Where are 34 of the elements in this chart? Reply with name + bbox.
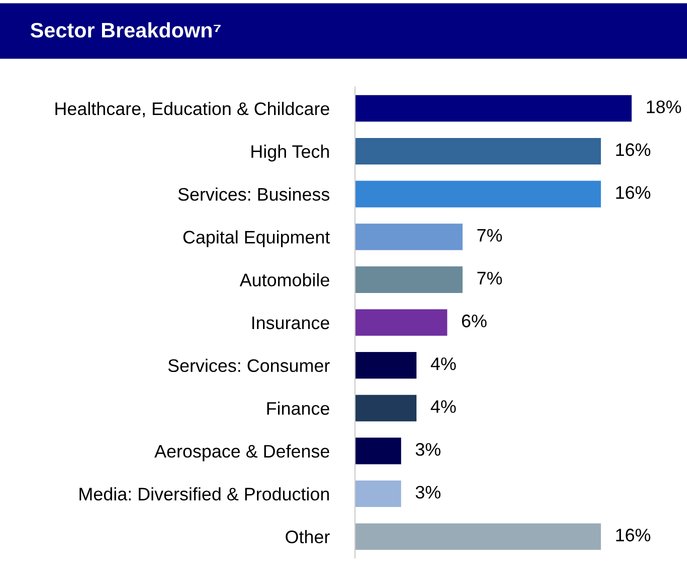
data-label: 4%	[430, 357, 456, 370]
bar	[355, 480, 402, 508]
y-tick-label: High Tech	[252, 144, 329, 162]
bar	[355, 138, 601, 164]
bar	[355, 352, 416, 379]
data-label: 18%	[646, 100, 682, 114]
data-label: 7%	[477, 272, 502, 284]
data-label: 4%	[430, 400, 456, 413]
y-tick-label: Services: Consumer	[168, 358, 330, 372]
bar	[355, 180, 601, 208]
text: Sector Breakdown⁷	[30, 22, 221, 38]
data-label: 6%	[462, 314, 487, 328]
y-tick-label: Media: Diversified & Production	[80, 487, 329, 500]
bar	[355, 523, 601, 550]
data-label: 3%	[416, 486, 440, 499]
y-tick-label: Other	[286, 530, 330, 544]
data-label: 16%	[616, 143, 650, 156]
bar	[355, 309, 448, 336]
bar	[355, 394, 416, 422]
y-tick-label: Finance	[267, 402, 330, 415]
y-tick-label: Services: Business	[178, 188, 330, 201]
data-label: 16%	[616, 186, 650, 199]
y-tick-label: Automobile	[240, 273, 330, 286]
bar	[355, 266, 463, 293]
bar	[355, 438, 402, 464]
data-label: 3%	[416, 443, 440, 456]
data-label: 16%	[616, 528, 650, 542]
bar	[355, 224, 463, 250]
y-tick-label: Insurance	[252, 316, 330, 330]
data-label: 7%	[477, 229, 502, 242]
y-tick-label: Aerospace & Defense	[154, 444, 330, 462]
y-tick-label: Healthcare, Education & Childcare	[55, 102, 330, 118]
y-tick-label: Capital Equipment	[183, 230, 330, 248]
bar	[355, 95, 632, 122]
